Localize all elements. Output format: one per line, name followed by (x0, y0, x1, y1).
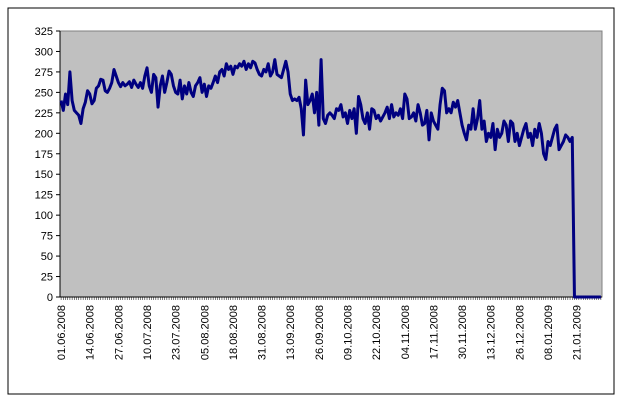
y-tick-label: 50 (41, 251, 53, 263)
x-tick-label: 26.09.2008 (314, 305, 326, 360)
y-tick-label: 300 (35, 46, 53, 58)
x-tick-label: 23.07.2008 (171, 305, 183, 360)
x-tick-label: 01.06.2008 (56, 305, 68, 360)
plot-area (59, 30, 603, 298)
x-tick-label: 08.01.2009 (543, 305, 555, 360)
y-tick-label: 200 (35, 128, 53, 140)
y-tick-label: 250 (35, 87, 53, 99)
x-tick-label: 18.08.2008 (228, 305, 240, 360)
y-tick-label: 75 (41, 231, 53, 243)
y-tick-label: 325 (35, 26, 53, 38)
x-tick-label: 10.07.2008 (142, 305, 154, 360)
x-tick-label: 17.11.2008 (428, 305, 440, 359)
x-tick-label: 30.11.2008 (457, 305, 469, 359)
y-tick-label: 275 (35, 67, 53, 79)
x-tick-label: 14.06.2008 (85, 305, 97, 360)
x-tick-label: 05.08.2008 (199, 305, 211, 360)
x-tick-label: 13.12.2008 (486, 305, 498, 360)
y-tick-label: 175 (35, 149, 53, 161)
y-tick-label: 25 (41, 272, 53, 284)
data-line (59, 58, 601, 299)
y-tick-label: 225 (35, 108, 53, 120)
y-tick-label: 125 (35, 190, 53, 202)
y-tick-label: 100 (35, 210, 53, 222)
x-tick-label: 13.09.2008 (285, 305, 297, 360)
x-tick-label: 09.10.2008 (343, 305, 355, 360)
x-tick-label: 26.12.2008 (514, 305, 526, 360)
x-tick-label: 21.01.2009 (572, 305, 584, 360)
x-tick-label: 04.11.2008 (400, 305, 412, 359)
y-tick-label: 0 (47, 292, 53, 304)
x-tick-label: 22.10.2008 (371, 305, 383, 360)
x-tick-label: 27.06.2008 (113, 305, 125, 360)
x-tick-label: 31.08.2008 (257, 305, 269, 360)
y-tick-label: 150 (35, 169, 53, 181)
